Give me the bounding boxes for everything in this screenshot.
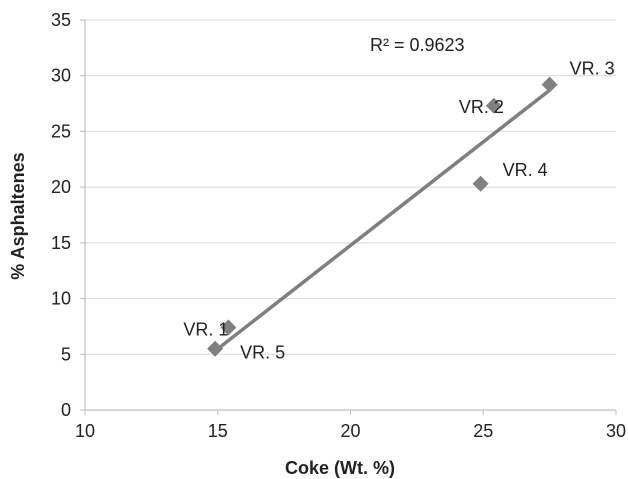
x-tick-label: 10 (75, 421, 95, 441)
x-tick-label: 20 (340, 421, 360, 441)
y-tick-label: 25 (51, 121, 71, 141)
y-axis-title: % Asphaltenes (8, 152, 28, 279)
trendline-group (214, 88, 551, 353)
y-tick-label: 20 (51, 177, 71, 197)
y-tick-label: 35 (51, 10, 71, 30)
y-tick-label: 5 (61, 344, 71, 364)
axes (80, 19, 617, 415)
y-tick-label: 15 (51, 233, 71, 253)
point-label: VR. 1 (183, 320, 228, 340)
point-label: VR. 5 (240, 343, 285, 363)
r-squared-annotation: R² = 0.9623 (370, 35, 465, 55)
point-labels: VR. 1 VR. 2 VR. 3 VR. 4 VR. 5 (183, 59, 614, 363)
x-axis-title: Coke (Wt. %) (285, 458, 395, 478)
y-tick-label: 30 (51, 66, 71, 86)
data-point (485, 97, 502, 114)
x-tick-label: 30 (606, 421, 626, 441)
data-point (207, 340, 224, 357)
y-tick-labels: 0 5 10 15 20 25 30 35 (51, 10, 71, 420)
trendline (214, 88, 551, 353)
data-point (541, 76, 558, 93)
point-label: VR. 3 (570, 59, 615, 79)
x-tick-labels: 10 15 20 25 30 (75, 421, 626, 441)
point-label: VR. 4 (503, 160, 548, 180)
data-points (207, 76, 558, 357)
y-tick-label: 10 (51, 289, 71, 309)
x-tick-label: 15 (208, 421, 228, 441)
data-point (220, 319, 237, 336)
x-tick-label: 25 (473, 421, 493, 441)
data-point (472, 175, 489, 192)
point-label: VR. 2 (459, 97, 504, 117)
y-tick-label: 0 (61, 400, 71, 420)
gridlines (85, 19, 616, 355)
